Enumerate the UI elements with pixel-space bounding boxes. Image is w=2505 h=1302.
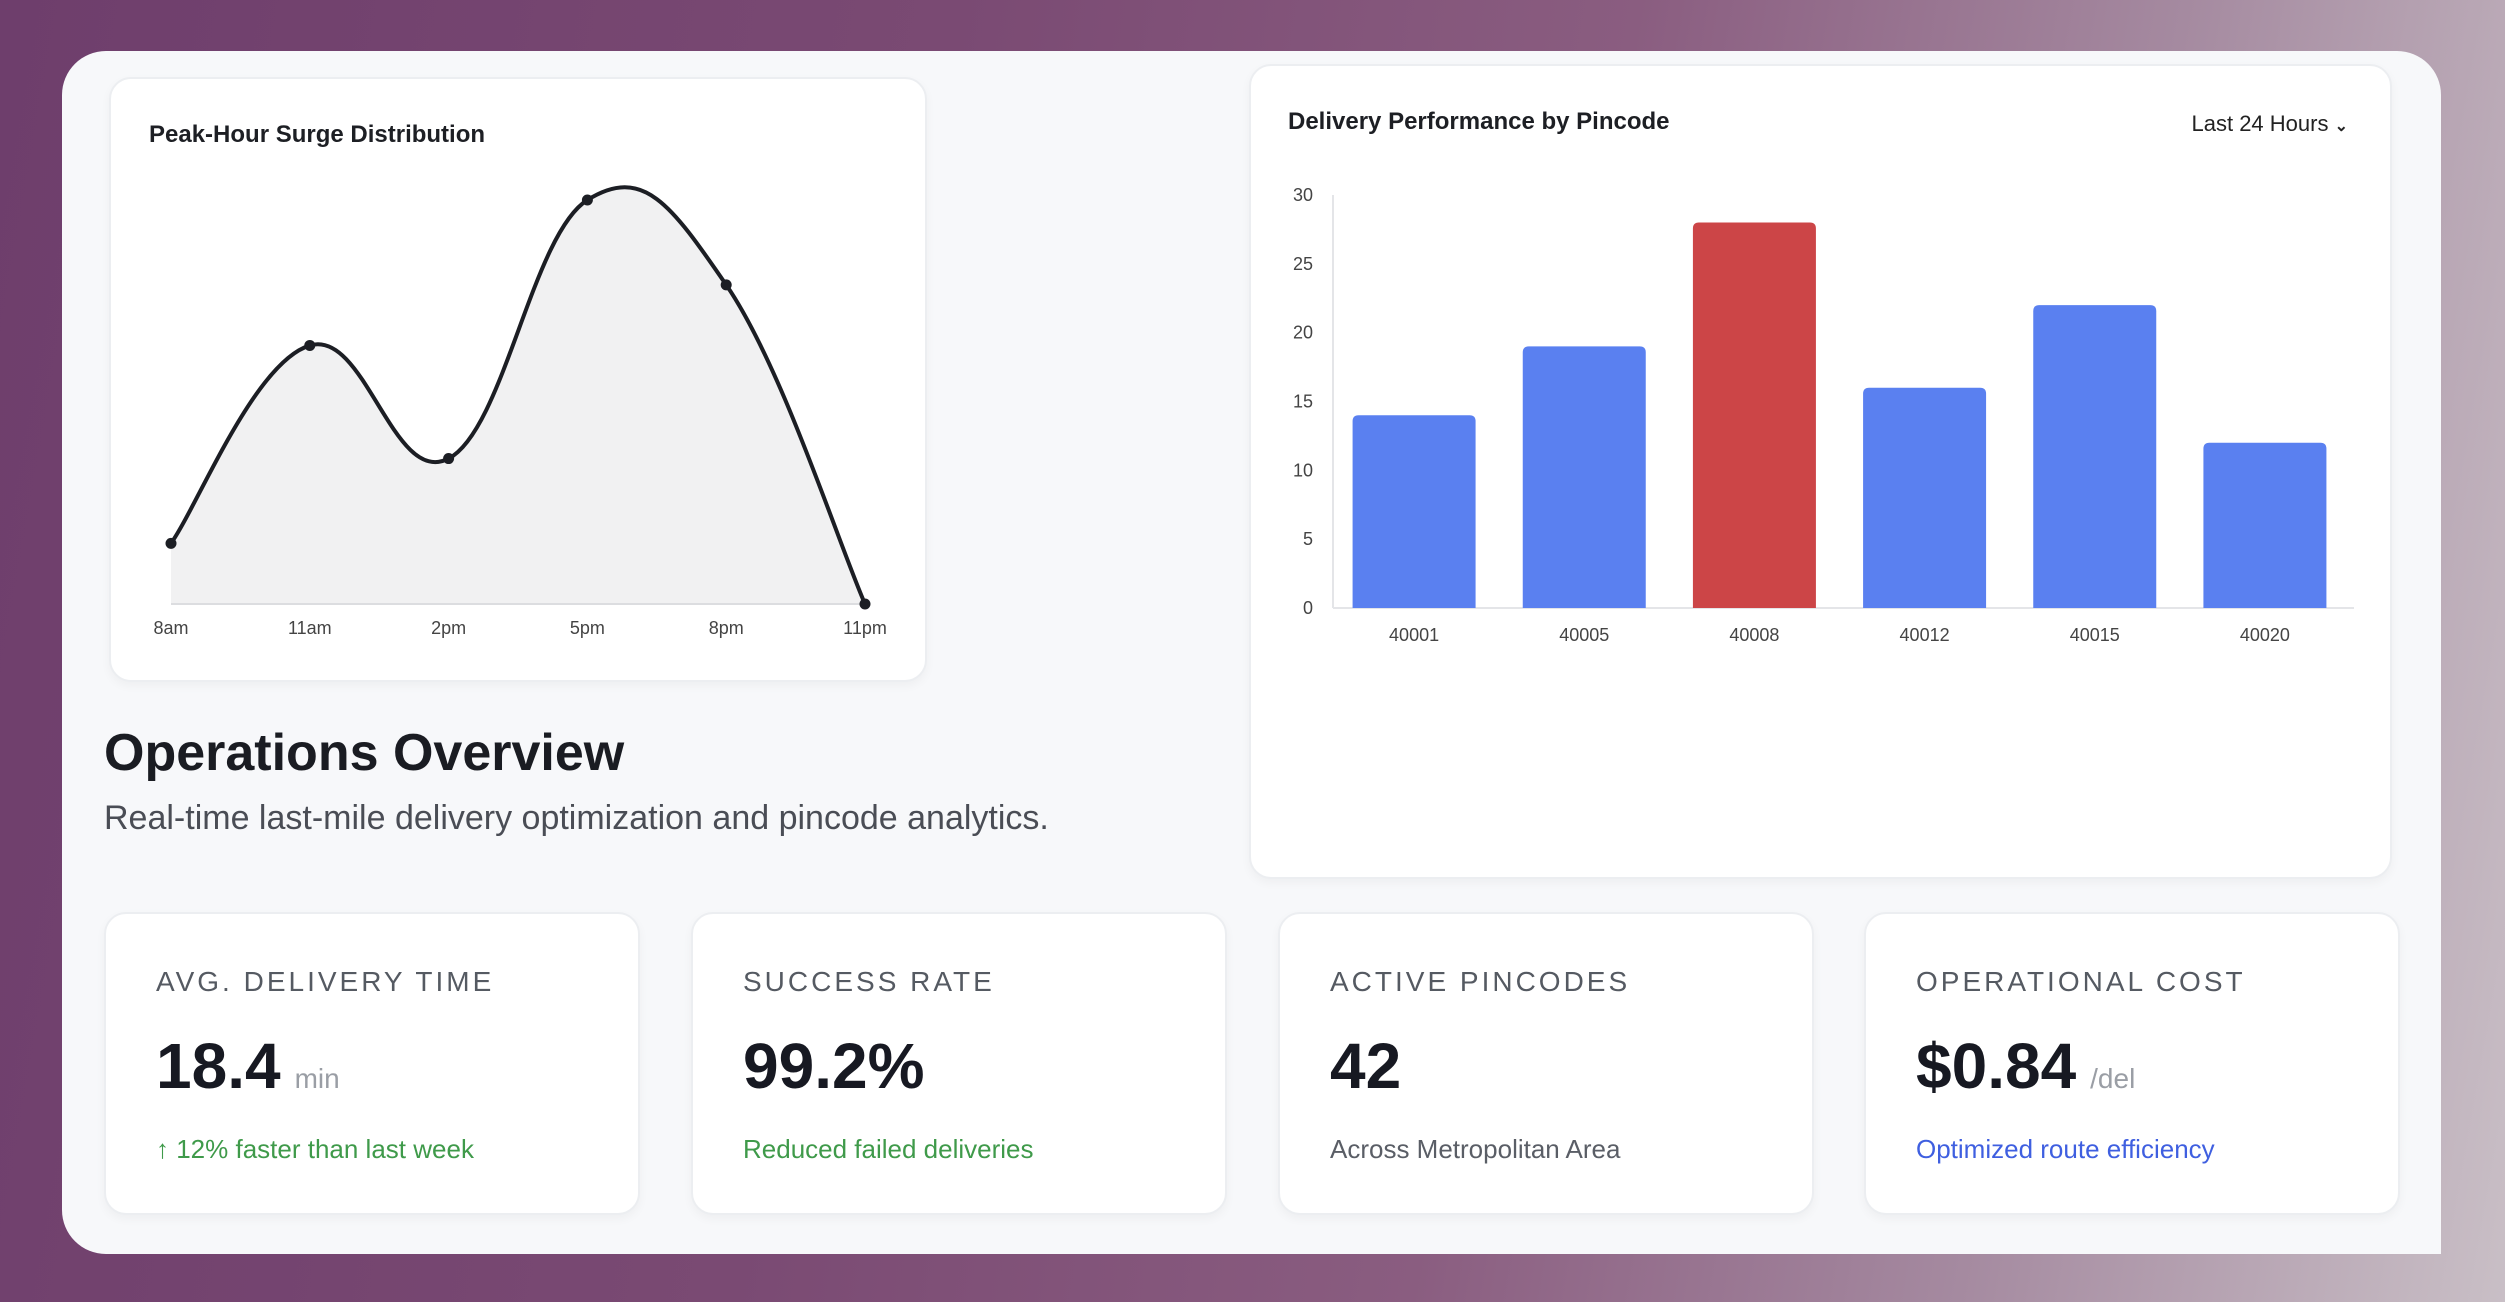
stat-note: Across Metropolitan Area [1330, 1134, 1621, 1164]
stat-card-active-pincodes: ACTIVE PINCODES 42 Across Metropolitan A… [1278, 912, 1814, 1215]
stat-value: $0.84/del [1916, 1029, 2135, 1103]
peak-hour-line-chart: 8am 11am 2pm 5pm 8pm 11pm [153, 185, 887, 638]
stat-value: 42 [1330, 1029, 1401, 1103]
page-title: Operations Overview [104, 724, 625, 782]
stat-label: OPERATIONAL COST [1916, 966, 2246, 997]
bar [2033, 305, 2157, 608]
stat-value: 18.4 min [156, 1029, 340, 1103]
x-tick-label: 8am [153, 618, 188, 638]
bar [1863, 387, 1987, 608]
data-point [165, 537, 177, 549]
page-subtitle: Real-time last-mile delivery optimizatio… [104, 799, 1049, 837]
bar [1522, 346, 1646, 608]
area-fill [171, 187, 865, 604]
x-tick-label: 8pm [709, 618, 744, 638]
data-point [859, 598, 871, 610]
stat-unit: min [294, 1063, 340, 1094]
peak-hour-chart-card: Peak-Hour Surge Distribution 8am 11am 2pm 5… [109, 77, 927, 682]
time-range-dropdown[interactable]: Last 24 Hours ⌄ [2192, 111, 2349, 137]
chevron-down-icon: ⌄ [2334, 118, 2348, 135]
stat-label: ACTIVE PINCODES [1330, 966, 1631, 997]
data-point [304, 339, 316, 351]
x-tick-label: 11am [288, 618, 332, 638]
x-tick-label: 40001 [1389, 625, 1439, 645]
pincode-performance-card: Delivery Performance by Pincode Last 24 … [1249, 64, 2392, 879]
bar [1352, 415, 1476, 608]
series-line [169, 185, 867, 605]
data-point [581, 194, 593, 206]
x-tick-label: 40012 [1900, 625, 1950, 645]
stat-label: SUCCESS RATE [743, 966, 995, 997]
time-range-label: Last 24 Hours [2191, 111, 2329, 136]
line-chart-title: Peak-Hour Surge Distribution [149, 121, 486, 148]
stat-unit: /del [2090, 1063, 2136, 1094]
dashboard-panel: Peak-Hour Surge Distribution 8am 11am 2pm 5… [62, 51, 2441, 1254]
x-tick-label: 2pm [431, 618, 466, 638]
x-tick-label: 40005 [1559, 625, 1609, 645]
stat-number: 99.2% [743, 1030, 925, 1102]
y-tick-label: 20 [1293, 323, 1313, 343]
y-tick-label: 15 [1293, 392, 1313, 412]
stat-note: Reduced failed deliveries [743, 1134, 1034, 1164]
stat-note: Optimized route efficiency [1916, 1134, 2215, 1164]
data-point [443, 453, 455, 465]
y-tick-label: 25 [1293, 254, 1313, 274]
x-tick-label: 11pm [843, 618, 887, 638]
y-tick-label: 30 [1293, 185, 1313, 205]
stat-value: 99.2% [743, 1029, 924, 1103]
stat-number: $0.84 [1916, 1030, 2077, 1102]
y-tick-label: 10 [1293, 460, 1313, 480]
pincode-bar-chart: 0 5 10 15 20 25 30 40001 40005 40008 40012 40015 400… [1293, 185, 2354, 645]
bar [1692, 222, 1816, 609]
data-point [720, 279, 732, 291]
stat-card-operational-cost: OPERATIONAL COST $0.84/del Optimized rou… [1864, 912, 2400, 1215]
stat-note: ↑ 12% faster than last week [156, 1134, 474, 1164]
stat-card-success-rate: SUCCESS RATE 99.2% Reduced failed delive… [691, 912, 1227, 1215]
stat-number: 42 [1330, 1030, 1402, 1102]
stat-label: AVG. DELIVERY TIME [156, 966, 495, 997]
y-tick-label: 5 [1303, 529, 1313, 549]
y-tick-label: 0 [1303, 598, 1313, 618]
bar [2203, 442, 2327, 608]
x-tick-label: 5pm [570, 618, 605, 638]
x-tick-label: 40015 [2070, 625, 2120, 645]
x-tick-label: 40008 [1729, 625, 1779, 645]
stat-number: 18.4 [156, 1030, 281, 1102]
bar-chart-title: Delivery Performance by Pincode [1288, 108, 1670, 135]
x-tick-label: 40020 [2240, 625, 2290, 645]
stat-card-avg-delivery-time: AVG. DELIVERY TIME 18.4 min ↑ 12% faster … [104, 912, 640, 1215]
